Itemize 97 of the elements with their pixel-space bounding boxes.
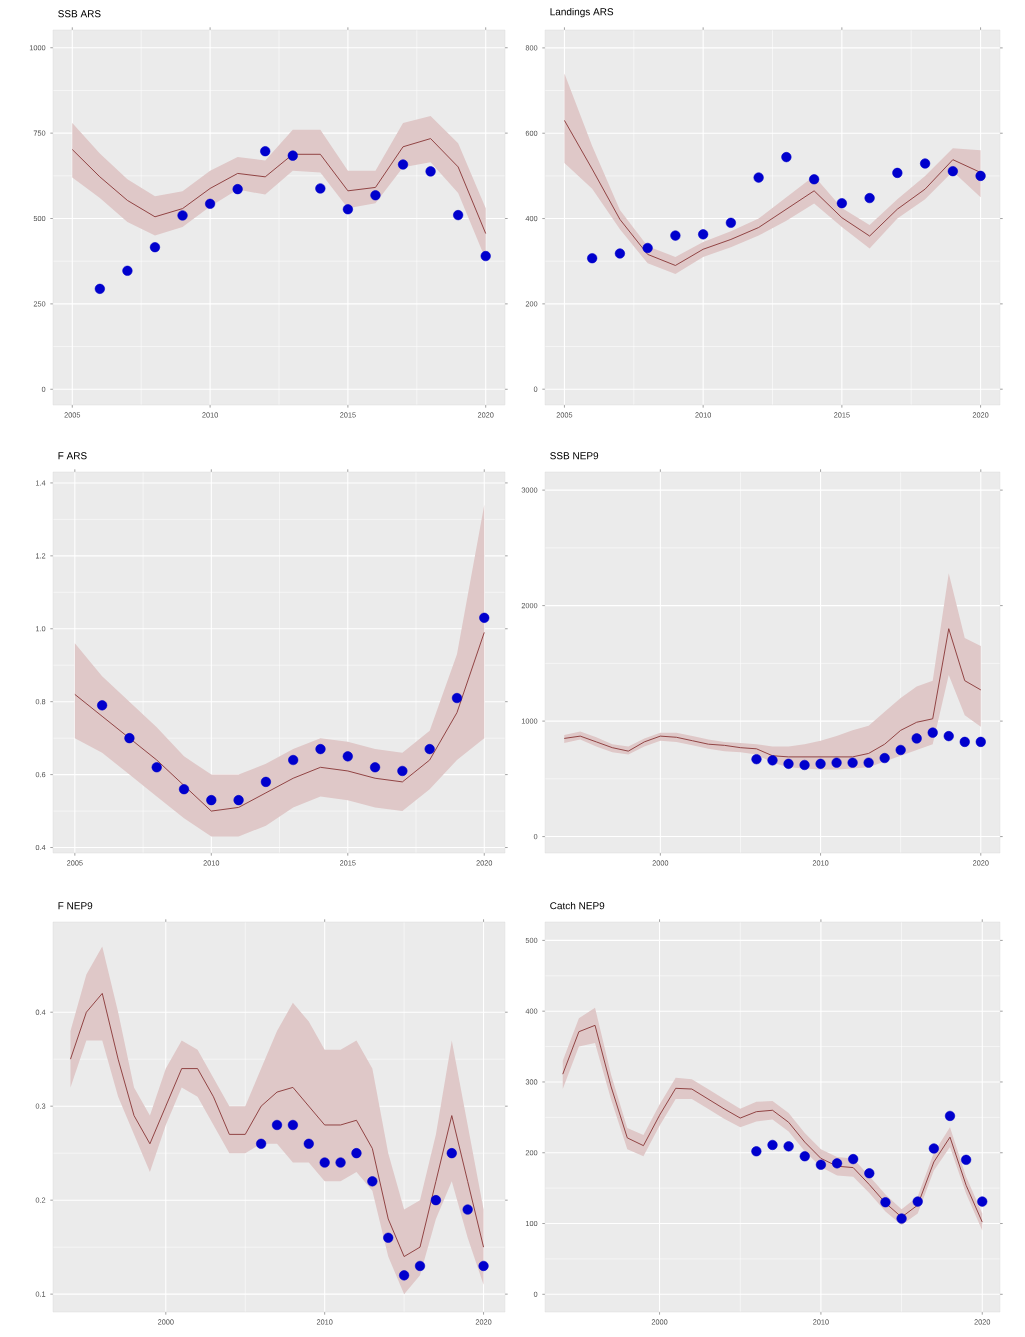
point [863,757,874,768]
point [725,217,736,228]
point [315,183,326,194]
point [896,1213,907,1224]
chart-title: Landings ARS [550,7,614,18]
point [809,174,820,185]
point [892,167,903,178]
point [425,166,436,177]
point [928,1143,939,1154]
point [397,159,409,170]
point [480,251,491,262]
point [783,758,794,769]
point [256,1138,267,1149]
point [975,170,986,181]
point [151,762,162,773]
point [751,754,762,765]
point [848,1154,859,1165]
point [614,248,625,259]
point [122,265,133,276]
point [799,1151,810,1162]
point [975,736,986,747]
point [587,253,598,264]
point [287,1119,298,1131]
point [753,172,764,183]
point [260,776,271,787]
point [670,230,681,241]
point [944,1110,956,1121]
point [836,198,847,209]
point [479,612,490,623]
point [781,152,792,163]
point [233,795,244,806]
point [767,1139,778,1151]
point [799,759,810,771]
point [927,727,938,738]
line-series [71,138,487,235]
chart-title: F NEP9 [58,902,93,910]
point [288,754,299,766]
point [370,190,381,201]
point [414,1260,426,1272]
point [446,1148,457,1159]
point [895,744,906,756]
point [206,795,217,806]
point [815,758,826,769]
point [642,242,653,254]
point [959,736,970,747]
point [351,1148,362,1159]
point [977,1196,988,1207]
point [879,752,890,764]
point [947,166,958,177]
point [920,158,931,169]
point [453,210,464,221]
point [911,733,922,744]
point [880,1197,891,1208]
point [303,1138,314,1149]
point [232,184,243,195]
point [149,242,161,253]
point [319,1157,330,1168]
point [424,744,435,755]
point [912,1196,923,1207]
point [451,692,463,704]
point [767,755,778,766]
point [315,744,326,755]
point [399,1270,410,1281]
chart-title: SSB NEP9 [550,452,599,460]
point [124,733,135,744]
chart-title: Catch NEP9 [550,901,605,910]
point [342,204,353,215]
point [698,229,709,240]
chart-title: SSB ARS [58,10,101,18]
point [462,1204,473,1215]
point [94,283,105,294]
point [751,1146,762,1157]
point [397,765,408,777]
point [478,1260,489,1272]
point [367,1176,378,1187]
point [847,757,858,768]
point [260,146,271,157]
point [831,757,842,768]
point [864,1168,875,1179]
point [961,1154,972,1165]
point [97,700,108,711]
point [430,1195,441,1206]
point [370,762,381,773]
point [205,198,216,209]
point [783,1141,794,1152]
point [864,193,875,204]
point [815,1159,826,1170]
point [287,150,298,161]
point [342,751,353,762]
chart-title: F ARS [58,452,87,460]
point [178,784,190,795]
point [335,1157,346,1168]
point [383,1232,394,1243]
point [831,1158,843,1169]
point [271,1119,283,1131]
point [943,731,954,742]
point [177,210,188,221]
